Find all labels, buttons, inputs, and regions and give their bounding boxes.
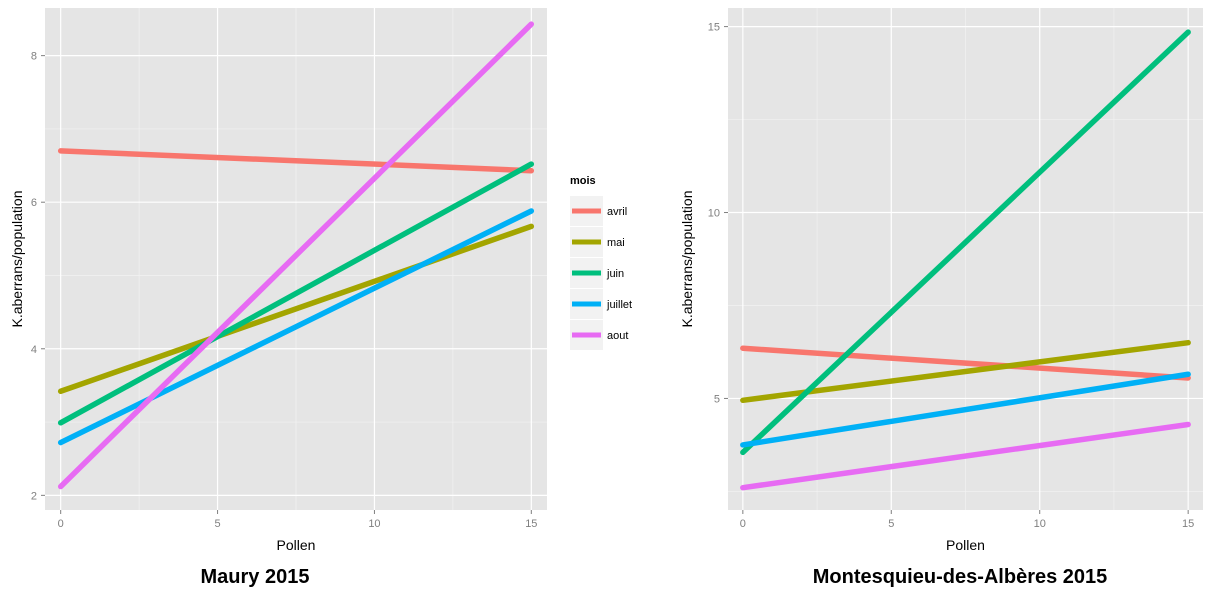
y-tick-label: 8 (31, 51, 37, 63)
legend-label-aout: aout (607, 330, 628, 342)
series-line-avril (57, 148, 535, 174)
series-line-mai (57, 223, 535, 395)
x-tick-label: 15 (1182, 518, 1194, 530)
x-axis-title: Pollen (946, 537, 985, 553)
legend: mois avril mai juin juillet aout (570, 175, 632, 350)
y-tick-label: 4 (31, 344, 37, 356)
legend-label-juin: juin (606, 268, 624, 280)
series-line-juin (740, 29, 1191, 456)
x-tick-label: 0 (740, 518, 746, 530)
panel-maury: 0 5 10 15 2 4 6 8 Pollen K.aberrans/population moi… (9, 8, 632, 553)
y-axis-title: K.aberrans/population (9, 191, 25, 328)
y-axis-title: K.aberrans/population (679, 191, 695, 328)
panel-montesquieu: 0 5 10 15 5 10 15 Pollen K.aberrans/population (679, 8, 1203, 553)
y-tick-label: 10 (708, 208, 720, 220)
legend-label-juillet: juillet (606, 299, 632, 311)
y-tick-label: 5 (714, 393, 720, 405)
x-tick-label: 10 (368, 518, 380, 530)
chart-canvas: 0 5 10 15 2 4 6 8 Pollen K.aberrans/population moi… (9, 8, 1203, 553)
series-line-juillet (57, 208, 535, 446)
legend-label-mai: mai (607, 237, 625, 249)
chart-caption-maury: Maury 2015 (200, 566, 310, 588)
series-line-juin (57, 161, 535, 426)
series-line-juillet (740, 371, 1191, 448)
x-tick-label: 15 (525, 518, 537, 530)
legend-title: mois (570, 175, 596, 187)
x-tick-label: 10 (1034, 518, 1046, 530)
y-tick-label: 6 (31, 197, 37, 209)
legend-label-avril: avril (607, 206, 627, 218)
x-tick-label: 5 (215, 518, 221, 530)
series-line-avril (740, 345, 1191, 381)
series-line-aout (740, 421, 1191, 491)
x-tick-label: 5 (888, 518, 894, 530)
series-line-aout (57, 21, 535, 490)
chart-caption-montesquieu: Montesquieu-des-Albères 2015 (812, 566, 1108, 588)
x-tick-label: 0 (58, 518, 64, 530)
y-tick-label: 2 (31, 490, 37, 502)
x-axis-title: Pollen (277, 537, 316, 553)
series-line-mai (740, 339, 1191, 404)
y-tick-label: 15 (708, 22, 720, 34)
